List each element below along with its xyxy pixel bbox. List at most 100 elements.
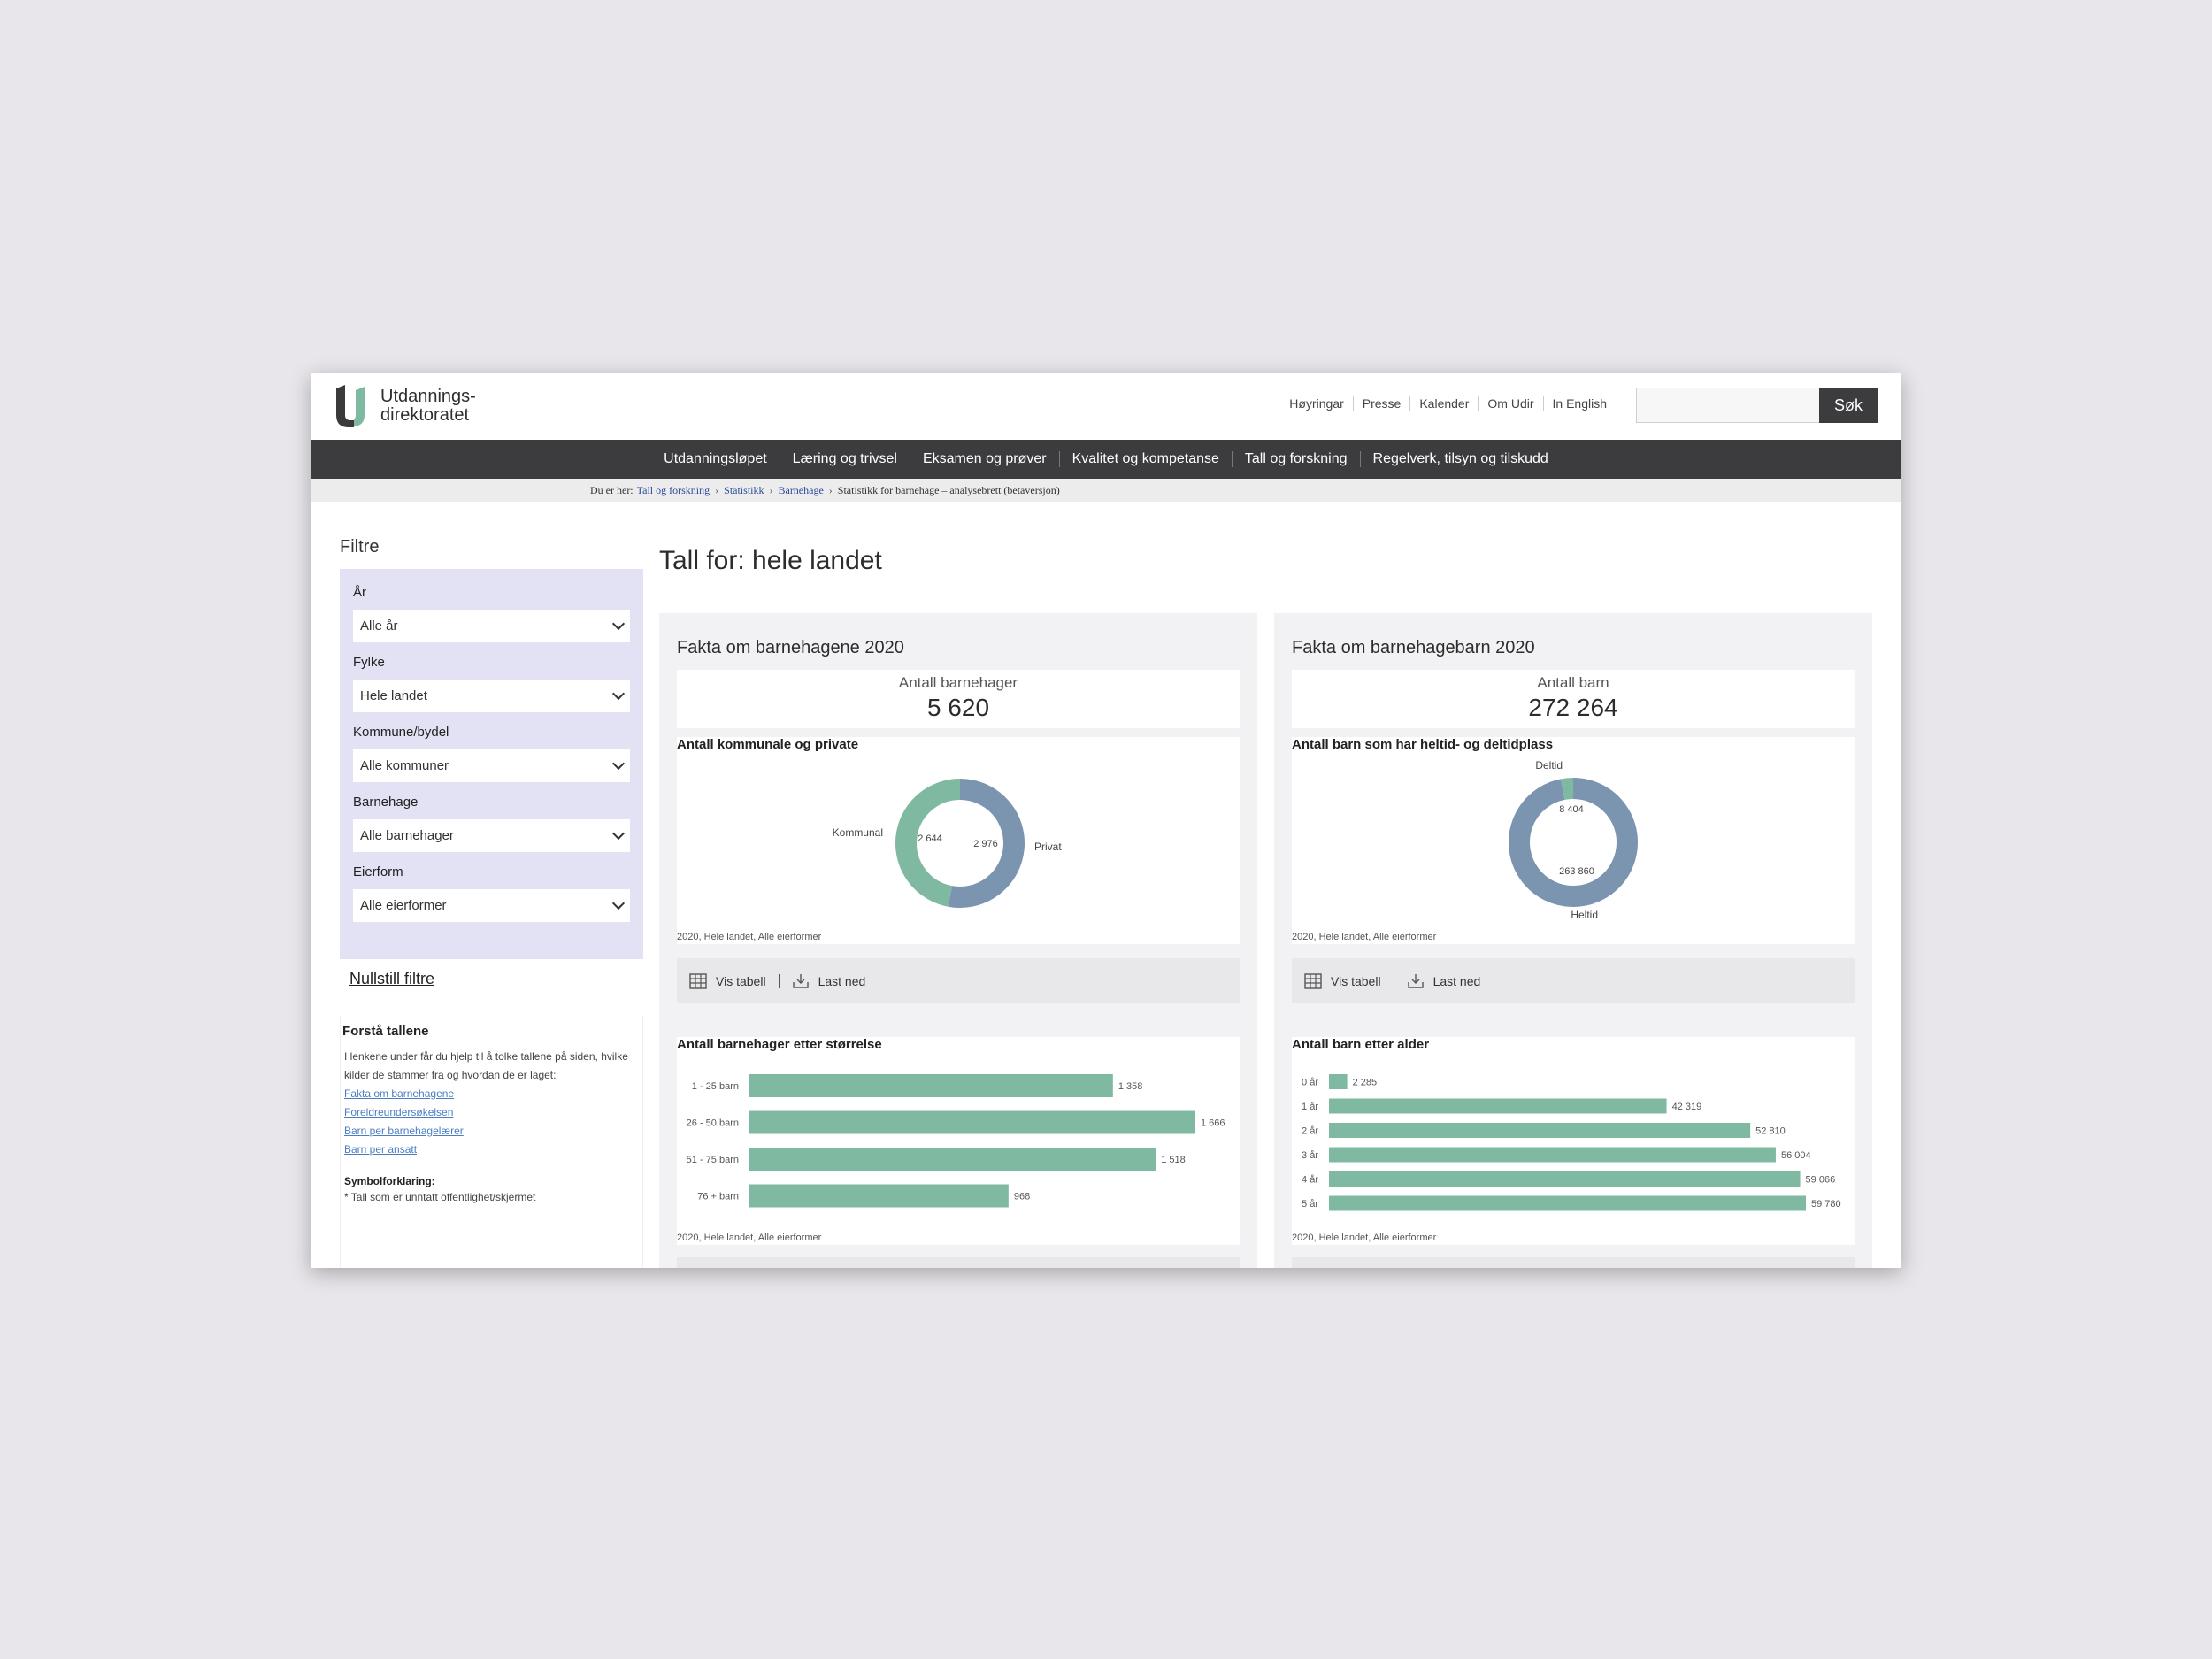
toplink-hoyringar[interactable]: Høyringar <box>1289 396 1344 411</box>
filter-panel: År Alle år Fylke Hele landet Kommune/byd… <box>340 569 643 959</box>
site-logo[interactable]: Utdannings- direktoratet <box>334 385 476 427</box>
bar-category-label: 76 + barn <box>697 1192 739 1202</box>
bar <box>1329 1123 1751 1138</box>
bar-value-label: 42 319 <box>1672 1102 1702 1112</box>
nav-utdanningslopet[interactable]: Utdanningsløpet <box>664 451 767 466</box>
bar <box>1329 1147 1776 1163</box>
browser-page: Utdannings- direktoratet Høyringar Press… <box>311 373 1901 1268</box>
bar <box>749 1148 1156 1171</box>
download-button[interactable]: Last ned <box>1407 973 1480 989</box>
understand-numbers-title: Forstå tallene <box>342 1024 429 1039</box>
search-button[interactable]: Søk <box>1819 388 1878 423</box>
bar-chart-age: 0 år 2 285 1 år 42 319 2 år 52 810 3 år 56 004 4… <box>1302 1074 1841 1211</box>
bar-value-label: 1 518 <box>1161 1155 1186 1165</box>
slice-category-label: Heltid <box>1571 909 1598 921</box>
bar <box>749 1184 1009 1208</box>
chart-footnote: 2020, Hele landet, Alle eierformer <box>1292 1233 1437 1243</box>
bar-value-label: 56 004 <box>1781 1150 1811 1161</box>
toplink-in-english[interactable]: In English <box>1542 396 1616 411</box>
donut-slice-privat <box>948 779 1025 908</box>
chart-title: Antall barnehager etter størrelse <box>677 1037 882 1052</box>
next-card-edge <box>677 1257 1240 1268</box>
bar-value-label: 52 810 <box>1755 1126 1786 1137</box>
nav-tall-og-forskning[interactable]: Tall og forskning <box>1231 451 1360 467</box>
chart-footnote: 2020, Hele landet, Alle eierformer <box>677 1233 822 1243</box>
breadcrumb-link-tall-og-forskning[interactable]: Tall og forskning <box>636 483 710 496</box>
breadcrumb-current: Statistikk for barnehage – analysebrett … <box>837 483 1060 496</box>
table-icon <box>689 972 707 989</box>
bar-value-label: 1 358 <box>1118 1081 1143 1092</box>
toplink-om-udir[interactable]: Om Udir <box>1478 396 1542 411</box>
filter-select-ar[interactable]: Alle år <box>353 610 630 642</box>
bar-value-label: 2 285 <box>1353 1078 1378 1088</box>
panel-title: Fakta om barnehagene 2020 <box>677 638 904 657</box>
breadcrumb-link-statistikk[interactable]: Statistikk <box>724 483 764 496</box>
chart-title: Antall barn som har heltid- og deltidpla… <box>1292 737 1554 752</box>
kpi-kindergartens: Antall barnehager 5 620 <box>677 670 1240 728</box>
filter-value: Hele landet <box>360 688 427 703</box>
breadcrumb-prefix: Du er her: <box>590 483 634 496</box>
link-foreldreundersokelsen[interactable]: Foreldreundersøkelsen <box>344 1106 454 1118</box>
link-fakta-om-barnehagene[interactable]: Fakta om barnehagene <box>344 1087 455 1100</box>
reset-filters-link[interactable]: Nullstill filtre <box>349 970 435 987</box>
link-barn-per-ansatt[interactable]: Barn per ansatt <box>344 1143 418 1156</box>
donut-chart-fulltime: 263 860 8 404 Heltid Deltid <box>1509 759 1638 921</box>
search-input[interactable] <box>1636 388 1820 423</box>
chevron-down-icon <box>611 757 626 771</box>
bar-category-label: 26 - 50 barn <box>687 1118 739 1129</box>
nav-laering-og-trivsel[interactable]: Læring og trivsel <box>779 451 910 467</box>
show-table-label: Vis tabell <box>716 973 766 988</box>
breadcrumb-separator: › <box>828 483 833 496</box>
chart-footnote: 2020, Hele landet, Alle eierformer <box>1292 932 1437 942</box>
show-table-button[interactable]: Vis tabell <box>1304 972 1381 989</box>
bar <box>1329 1171 1801 1187</box>
chart-title: Antall kommunale og private <box>677 737 859 752</box>
slice-value-label: 8 404 <box>1559 804 1584 815</box>
children-facts-panel: Fakta om barnehagebarn 2020 Antall barn … <box>1274 613 1872 1268</box>
filter-label-fylke: Fylke <box>353 655 385 670</box>
kpi-value: 272 264 <box>1528 694 1618 721</box>
slice-category-label: Deltid <box>1535 759 1563 772</box>
next-card-edge <box>1292 1257 1855 1268</box>
show-table-label: Vis tabell <box>1331 973 1381 988</box>
filters-title: Filtre <box>340 537 380 557</box>
download-icon <box>1407 973 1424 988</box>
slice-category-label: Privat <box>1034 841 1062 853</box>
filter-label-kommune: Kommune/bydel <box>353 725 449 740</box>
filter-select-fylke[interactable]: Hele landet <box>353 680 630 712</box>
logo-line1: Utdannings- <box>380 387 476 406</box>
udir-logo-icon <box>336 385 365 427</box>
filter-select-kommune[interactable]: Alle kommuner <box>353 749 630 782</box>
chevron-down-icon <box>611 896 626 910</box>
bar-category-label: 5 år <box>1302 1199 1318 1210</box>
donut-chart-owner: 2 976 2 644 Privat Kommunal <box>833 779 1062 908</box>
toplink-kalender[interactable]: Kalender <box>1409 396 1478 411</box>
toplink-presse[interactable]: Presse <box>1352 396 1410 411</box>
show-table-button[interactable]: Vis tabell <box>689 972 766 989</box>
nav-kvalitet-og-kompetanse[interactable]: Kvalitet og kompetanse <box>1058 451 1232 467</box>
donut-slice-deltid <box>1560 778 1574 800</box>
download-button[interactable]: Last ned <box>792 973 865 989</box>
chart-actions: Vis tabell Last ned <box>677 958 1240 1003</box>
breadcrumb-link-barnehage[interactable]: Barnehage <box>778 483 824 496</box>
bar-category-label: 51 - 75 barn <box>687 1155 739 1165</box>
chart-title: Antall barn etter alder <box>1292 1037 1430 1052</box>
logo-text: Utdannings- direktoratet <box>380 388 476 425</box>
slice-value-label: 2 644 <box>918 833 942 844</box>
nav-regelverk[interactable]: Regelverk, tilsyn og tilskudd <box>1359 451 1561 467</box>
filter-select-eierform[interactable]: Alle eierformer <box>353 889 630 922</box>
bar-category-label: 2 år <box>1302 1126 1318 1137</box>
breadcrumb-separator: › <box>715 483 719 496</box>
donut-slice-heltid <box>1509 778 1638 907</box>
kpi-label: Antall barnehager <box>898 674 1018 691</box>
kpi-children: Antall barn 272 264 <box>1292 670 1855 728</box>
chevron-down-icon <box>611 687 626 701</box>
filter-select-barnehage[interactable]: Alle barnehager <box>353 819 630 852</box>
chevron-down-icon <box>611 617 626 631</box>
bar-category-label: 1 - 25 barn <box>692 1081 739 1092</box>
link-barn-per-barnehagelaerer[interactable]: Barn per barnehagelærer <box>344 1125 464 1137</box>
understand-numbers-panel: Forstå tallene I lenkene under får du hj… <box>340 1016 643 1268</box>
nav-eksamen-og-prover[interactable]: Eksamen og prøver <box>909 451 1059 467</box>
bar-category-label: 1 år <box>1302 1102 1318 1112</box>
bar-category-label: 0 år <box>1302 1078 1318 1088</box>
